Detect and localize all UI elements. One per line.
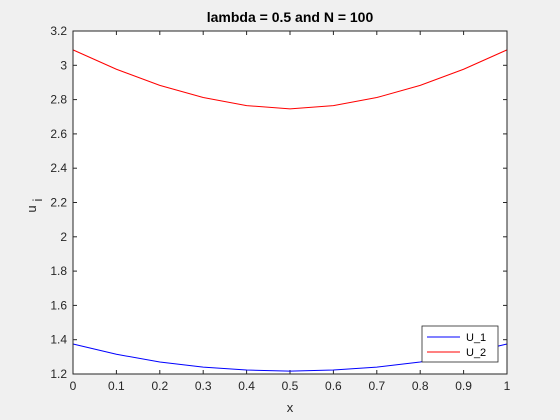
x-tick-label: 0 — [70, 379, 77, 393]
y-tick-label: 1.8 — [50, 264, 67, 278]
legend-entry-u2: U_2 — [466, 347, 486, 359]
y-tick-label: 2.6 — [50, 127, 67, 141]
x-tick-label: 0.1 — [108, 379, 125, 393]
series-line-u2 — [72, 49, 508, 110]
x-tick-label: 0.9 — [455, 379, 472, 393]
axes-box — [72, 30, 508, 375]
x-tick-label: 0.7 — [368, 379, 385, 393]
y-tick-label: 2.4 — [50, 161, 67, 175]
y-tick-label: 2.8 — [50, 93, 67, 107]
x-ticks: 0 0.1 0.2 0.3 0.4 0.5 0.6 0.7 0.8 0.9 1 — [70, 31, 511, 393]
y-tick-label: 1.4 — [50, 333, 67, 347]
x-axis-label: x — [287, 400, 294, 415]
y-tick-label: 1.2 — [50, 367, 67, 381]
legend-entry-u1: U_1 — [466, 332, 486, 344]
y-tick-label: 1.6 — [50, 298, 67, 312]
y-axis-label: u i — [24, 198, 45, 212]
y-ticks: 1.2 1.4 1.6 1.8 2 2.2 2.4 2.6 2.8 3 3.2 — [50, 24, 507, 381]
legend-box — [421, 325, 499, 363]
y-tick-label: 2 — [60, 230, 67, 244]
x-tick-label: 0.6 — [325, 379, 342, 393]
x-tick-label: 0.2 — [151, 379, 168, 393]
y-tick-label: 2.2 — [50, 196, 67, 210]
y-tick-label: 3.2 — [50, 24, 67, 38]
x-tick-label: 0.4 — [238, 379, 255, 393]
plot-area — [73, 31, 507, 374]
x-tick-label: 0.3 — [195, 379, 212, 393]
y-tick-label: 3 — [60, 58, 67, 72]
x-tick-label: 1 — [504, 379, 511, 393]
y-axis-label-main: u — [24, 205, 39, 212]
x-tick-label: 0.5 — [282, 379, 299, 393]
x-tick-label: 0.8 — [412, 379, 429, 393]
chart-title: lambda = 0.5 and N = 100 — [207, 9, 374, 25]
legend: U_1 U_2 — [421, 325, 499, 363]
y-axis-label-subscript: i — [30, 198, 45, 201]
